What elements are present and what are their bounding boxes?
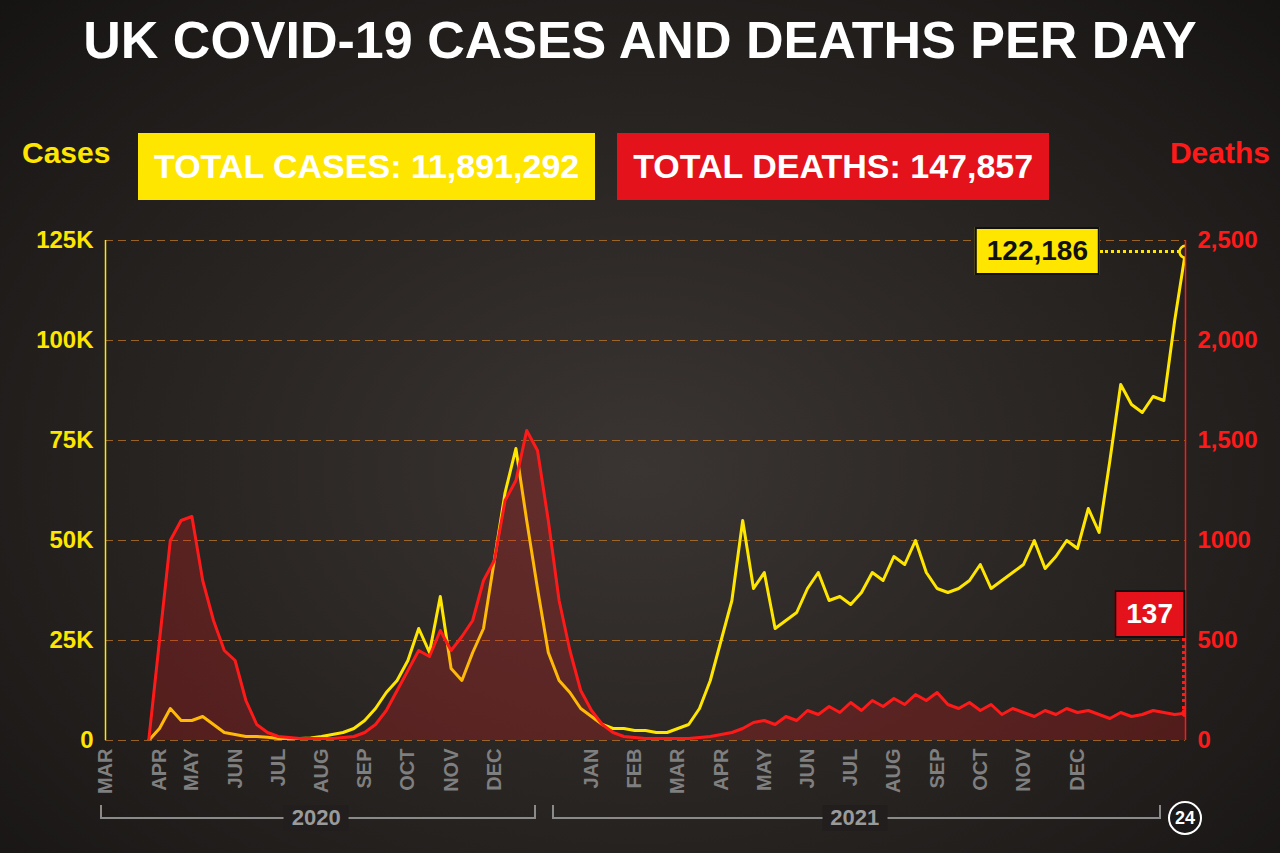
svg-text:SEP: SEP <box>353 749 375 789</box>
svg-text:100K: 100K <box>36 326 94 353</box>
svg-text:AUG: AUG <box>882 749 904 793</box>
svg-text:AUG: AUG <box>310 749 332 793</box>
svg-text:2,500: 2,500 <box>1198 226 1258 253</box>
svg-text:50K: 50K <box>49 526 94 553</box>
svg-text:2,000: 2,000 <box>1198 326 1258 353</box>
svg-text:NOV: NOV <box>1012 748 1034 792</box>
html-text:2021: 2021 <box>830 805 880 830</box>
svg-text:500: 500 <box>1198 626 1238 653</box>
svg-text:JUN: JUN <box>796 749 818 789</box>
svg-text:JUL: JUL <box>267 749 289 787</box>
svg-text:0: 0 <box>1198 726 1211 753</box>
svg-text:MAR: MAR <box>666 748 688 794</box>
svg-text:APR: APR <box>710 748 732 791</box>
html-text:UK COVID-19 CASES AND DEATHS P: UK COVID-19 CASES AND DEATHS PER DAY <box>83 11 1197 69</box>
svg-text:MAR: MAR <box>94 748 116 794</box>
html-text:137: 137 <box>1126 597 1173 629</box>
svg-text:JAN: JAN <box>580 749 602 789</box>
svg-text:DEC: DEC <box>1066 749 1088 791</box>
svg-text:OCT: OCT <box>969 749 991 791</box>
svg-text:MAY: MAY <box>753 748 775 791</box>
svg-text:1,500: 1,500 <box>1198 426 1258 453</box>
svg-text:NOV: NOV <box>440 748 462 792</box>
html-text:2020: 2020 <box>291 805 341 830</box>
svg-text:APR: APR <box>148 748 170 791</box>
svg-text:25K: 25K <box>49 626 94 653</box>
svg-text:OCT: OCT <box>396 749 418 791</box>
html-text:TOTAL DEATHS: 147,857: TOTAL DEATHS: 147,857 <box>633 147 1034 185</box>
svg-text:DEC: DEC <box>483 749 505 791</box>
html-text:TOTAL CASES: 11,891,292: TOTAL CASES: 11,891,292 <box>154 147 580 185</box>
svg-text:75K: 75K <box>49 426 94 453</box>
html-text:Cases: Cases <box>22 136 111 169</box>
svg-text:SEP: SEP <box>926 749 948 789</box>
html-text:24: 24 <box>1175 808 1195 828</box>
html-text:122,186: 122,186 <box>986 235 1088 267</box>
svg-text:0: 0 <box>80 726 93 753</box>
html-text:Deaths: Deaths <box>1170 136 1270 169</box>
svg-text:MAY: MAY <box>180 748 202 791</box>
svg-text:1000: 1000 <box>1198 526 1251 553</box>
svg-text:JUN: JUN <box>224 749 246 789</box>
svg-text:125K: 125K <box>36 226 94 253</box>
svg-text:FEB: FEB <box>623 749 645 789</box>
svg-text:JUL: JUL <box>839 749 861 787</box>
